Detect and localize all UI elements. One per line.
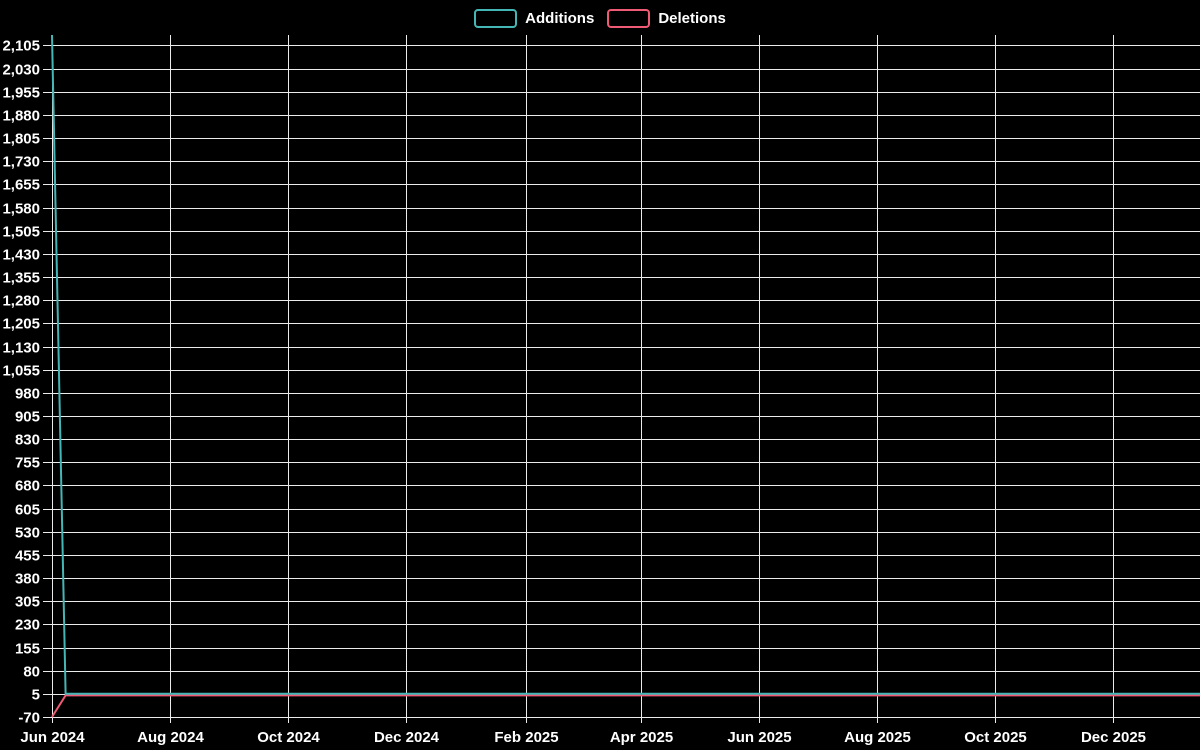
legend-label-deletions: Deletions: [658, 9, 726, 27]
y-tick-label: 1,730: [2, 154, 40, 171]
legend-item-deletions[interactable]: Deletions: [607, 8, 726, 28]
y-tick-label: 1,505: [2, 224, 40, 241]
y-tick-label: 1,205: [2, 316, 40, 333]
y-tick-label: 530: [15, 525, 40, 542]
y-tick-label: 1,280: [2, 293, 40, 310]
y-tick-label: 1,955: [2, 85, 40, 102]
x-tick-label: Oct 2024: [257, 729, 320, 746]
y-tick-label: 230: [15, 617, 40, 634]
x-tick-label: Dec 2024: [374, 729, 440, 746]
y-tick-label: 1,355: [2, 270, 40, 287]
y-tick-label: 980: [15, 386, 40, 403]
chart-legend: Additions Deletions: [0, 6, 1200, 30]
y-tick-label: 380: [15, 571, 40, 588]
series-line-additions: [51, 34, 1200, 695]
y-tick-label: 905: [15, 409, 40, 426]
additions-swatch-icon: [474, 8, 518, 28]
x-tick-label: Oct 2025: [964, 729, 1027, 746]
y-tick-label: 80: [23, 664, 40, 681]
y-tick-label: -70: [18, 710, 40, 727]
deletions-swatch-icon: [607, 8, 651, 28]
y-tick-label: 305: [15, 594, 40, 611]
x-tick-label: Dec 2025: [1081, 729, 1146, 746]
y-tick-label: 2,105: [2, 38, 40, 55]
x-tick-label: Jun 2024: [20, 729, 85, 746]
y-tick-label: 830: [15, 432, 40, 449]
y-tick-label: 1,880: [2, 108, 40, 125]
x-tick-label: Apr 2025: [610, 729, 673, 746]
y-tick-label: 1,055: [2, 363, 40, 380]
x-tick-label: Feb 2025: [494, 729, 558, 746]
series-line-deletions: [51, 694, 1200, 718]
x-tick-label: Aug 2025: [844, 729, 911, 746]
y-tick-label: 1,130: [2, 340, 40, 357]
y-tick-label: 155: [15, 641, 40, 658]
y-tick-label: 2,030: [2, 62, 40, 79]
y-tick-label: 455: [15, 548, 40, 565]
y-tick-label: 605: [15, 502, 40, 519]
y-tick-label: 755: [15, 455, 40, 472]
legend-item-additions[interactable]: Additions: [474, 8, 595, 28]
y-tick-label: 1,655: [2, 177, 40, 194]
y-tick-label: 1,430: [2, 247, 40, 264]
x-tick-label: Aug 2024: [137, 729, 204, 746]
y-tick-label: 1,580: [2, 201, 40, 218]
y-tick-label: 5: [32, 687, 40, 704]
legend-label-additions: Additions: [525, 9, 595, 27]
x-tick-label: Jun 2025: [727, 729, 791, 746]
y-tick-label: 680: [15, 478, 40, 495]
y-tick-label: 1,805: [2, 131, 40, 148]
